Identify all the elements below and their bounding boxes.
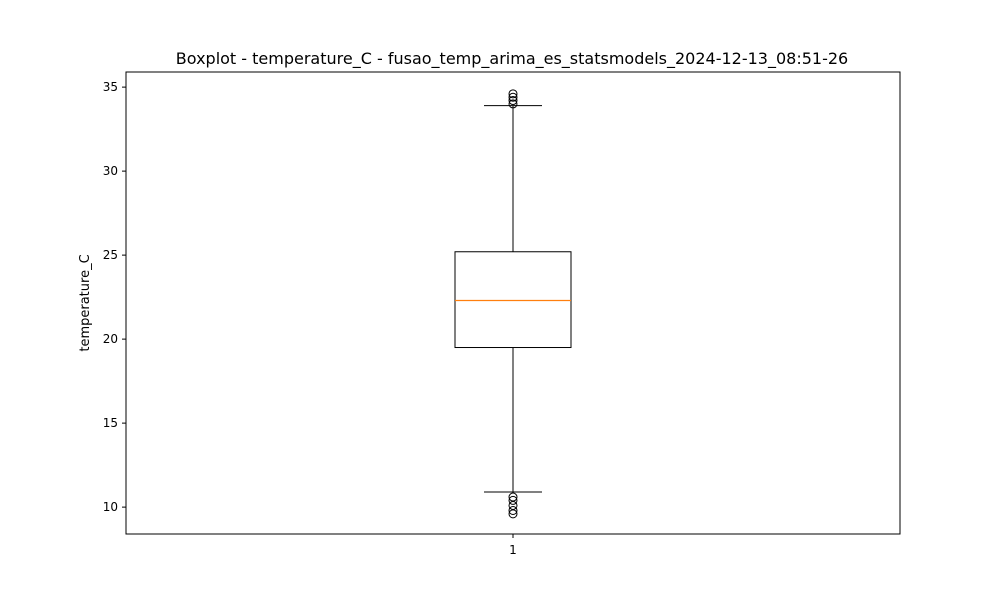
outlier-point xyxy=(508,492,518,502)
outlier-point xyxy=(508,505,518,515)
outlier-point xyxy=(508,92,518,102)
outlier-point xyxy=(508,495,518,505)
outlier-point xyxy=(508,89,518,99)
y-tick-label: 10 xyxy=(103,500,118,514)
chart-title: Boxplot - temperature_C - fusao_temp_ari… xyxy=(176,49,848,69)
y-tick-label: 20 xyxy=(103,332,118,346)
y-tick-label: 15 xyxy=(103,416,118,430)
plot-area: 10 15 20 25 30 35 1 xyxy=(103,71,901,557)
plot-frame xyxy=(125,71,901,535)
box-iqr xyxy=(454,251,572,349)
y-axis-label: temperature_C xyxy=(78,254,93,351)
x-tick-label: 1 xyxy=(509,543,517,557)
y-tick-label: 35 xyxy=(103,80,118,94)
outlier-point xyxy=(508,99,518,109)
outlier-point xyxy=(508,96,518,106)
y-tick-label: 25 xyxy=(103,248,118,262)
y-tick-label: 30 xyxy=(103,164,118,178)
